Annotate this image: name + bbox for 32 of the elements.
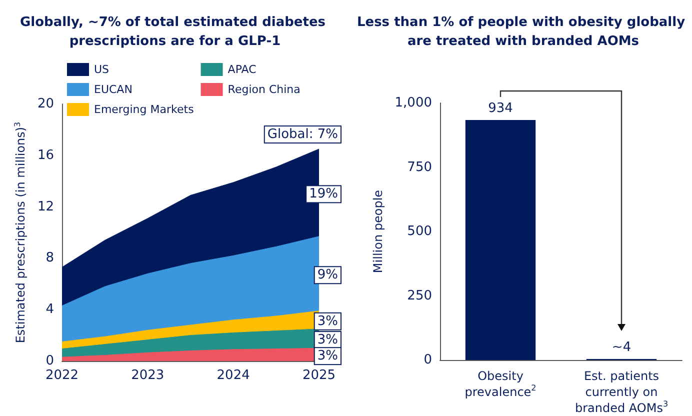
y-tick-label: 750	[407, 160, 432, 175]
legend-label: Emerging Markets	[94, 103, 194, 116]
x-tick-label: 2022	[45, 368, 79, 383]
data-label: ~4	[612, 340, 632, 355]
y-tick-label: 250	[407, 288, 432, 304]
annotation: 3%	[317, 348, 338, 364]
y-axis-title: Million people	[370, 190, 385, 274]
x-tick-label: 2024	[216, 368, 250, 383]
y-tick-label: 16	[37, 148, 54, 163]
annotation: 3%	[317, 314, 338, 329]
annotation: 3%	[317, 332, 338, 348]
chart-title: Globally, ~7% of total estimated diabetes prescriptions are for a GLP-1	[20, 15, 330, 49]
legend-label: US	[94, 63, 110, 76]
y-tick-label: 4	[46, 302, 54, 318]
legend-label: Region China	[228, 83, 300, 96]
y-tick-label: 0	[46, 354, 54, 368]
y-tick-label: 500	[407, 224, 432, 239]
y-tick-label: 0	[424, 352, 432, 368]
x-tick-label: 2025	[302, 368, 336, 383]
legend-label: APAC	[228, 63, 257, 76]
y-tick-label: 1,000	[394, 96, 432, 110]
y-tick-label: 8	[46, 250, 54, 266]
y-axis-title: Estimated prescriptions (in millions)3	[13, 122, 28, 344]
data-label: 934	[488, 100, 513, 116]
annotation: 19%	[309, 186, 338, 202]
annotation: Global: 7%	[267, 126, 338, 142]
y-tick-label: 12	[37, 199, 54, 214]
x-tick-label: 2023	[131, 368, 164, 383]
chart-title: Less than 1% of people with obesity globally are treated with branded AOMs	[356, 15, 686, 49]
legend-label: EUCAN	[94, 83, 132, 96]
annotation: 9%	[317, 268, 338, 283]
y-tick-label: 20	[37, 96, 54, 112]
